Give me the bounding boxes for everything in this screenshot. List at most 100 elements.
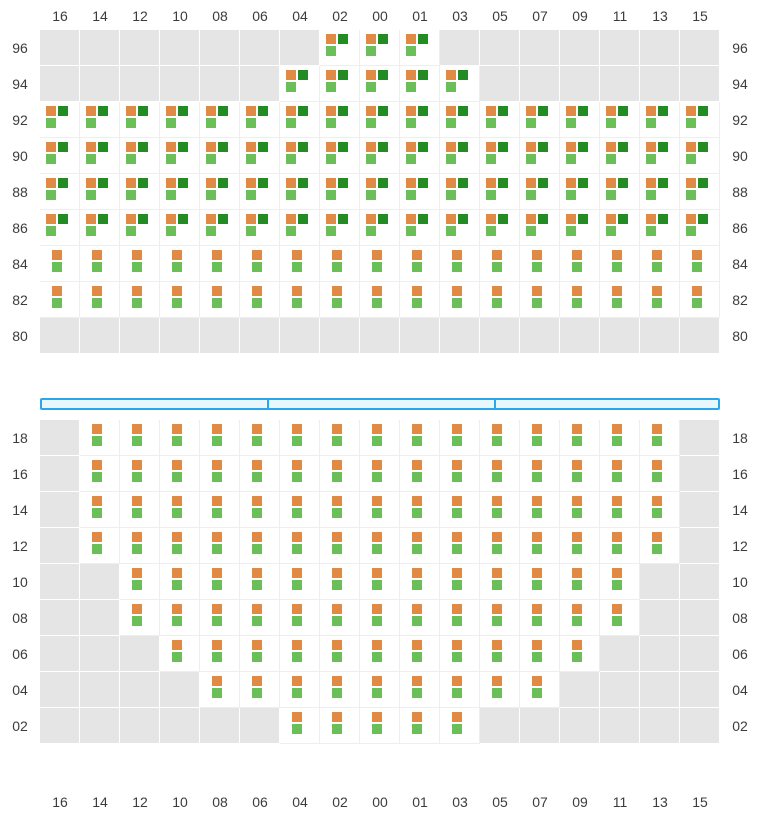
seat-cell[interactable] <box>280 636 320 672</box>
seat-cell[interactable] <box>600 600 640 636</box>
seat-cell[interactable] <box>200 246 240 282</box>
seat-cell[interactable] <box>560 246 600 282</box>
seat-cell[interactable] <box>240 456 280 492</box>
seat-cell[interactable] <box>520 420 560 456</box>
seat-cell[interactable] <box>400 66 440 102</box>
seat-cell[interactable] <box>200 174 240 210</box>
seat-cell[interactable] <box>400 102 440 138</box>
seat-cell[interactable] <box>480 456 520 492</box>
seat-cell[interactable] <box>480 600 520 636</box>
seat-cell[interactable] <box>240 492 280 528</box>
seat-cell[interactable] <box>280 672 320 708</box>
seat-cell[interactable] <box>480 492 520 528</box>
seat-cell[interactable] <box>320 246 360 282</box>
seat-cell[interactable] <box>120 282 160 318</box>
seat-cell[interactable] <box>320 30 360 66</box>
seat-cell[interactable] <box>640 174 680 210</box>
seat-cell[interactable] <box>600 210 640 246</box>
seat-cell[interactable] <box>280 456 320 492</box>
seat-cell[interactable] <box>360 456 400 492</box>
seat-cell[interactable] <box>400 138 440 174</box>
seat-cell[interactable] <box>360 492 400 528</box>
seat-cell[interactable] <box>600 282 640 318</box>
seat-cell[interactable] <box>40 246 80 282</box>
seat-cell[interactable] <box>520 492 560 528</box>
seat-cell[interactable] <box>400 672 440 708</box>
seat-cell[interactable] <box>600 492 640 528</box>
seat-cell[interactable] <box>120 564 160 600</box>
seat-cell[interactable] <box>480 564 520 600</box>
seat-cell[interactable] <box>240 672 280 708</box>
seat-cell[interactable] <box>80 102 120 138</box>
seat-cell[interactable] <box>600 456 640 492</box>
seat-cell[interactable] <box>560 282 600 318</box>
seat-cell[interactable] <box>320 210 360 246</box>
seat-cell[interactable] <box>320 174 360 210</box>
seat-cell[interactable] <box>440 564 480 600</box>
seat-cell[interactable] <box>280 528 320 564</box>
seat-cell[interactable] <box>440 282 480 318</box>
seat-cell[interactable] <box>120 138 160 174</box>
seat-cell[interactable] <box>160 420 200 456</box>
seat-cell[interactable] <box>40 174 80 210</box>
seat-cell[interactable] <box>560 456 600 492</box>
seat-cell[interactable] <box>400 456 440 492</box>
seat-cell[interactable] <box>360 528 400 564</box>
seat-cell[interactable] <box>280 708 320 744</box>
seat-cell[interactable] <box>40 210 80 246</box>
seat-cell[interactable] <box>240 528 280 564</box>
seat-cell[interactable] <box>480 210 520 246</box>
seat-cell[interactable] <box>560 138 600 174</box>
seat-cell[interactable] <box>400 528 440 564</box>
seat-cell[interactable] <box>480 282 520 318</box>
seat-cell[interactable] <box>440 600 480 636</box>
seat-cell[interactable] <box>400 636 440 672</box>
seat-cell[interactable] <box>640 246 680 282</box>
seat-cell[interactable] <box>640 210 680 246</box>
seat-cell[interactable] <box>240 246 280 282</box>
seat-cell[interactable] <box>520 672 560 708</box>
seat-cell[interactable] <box>520 636 560 672</box>
seat-cell[interactable] <box>320 636 360 672</box>
seat-cell[interactable] <box>160 282 200 318</box>
seat-cell[interactable] <box>480 636 520 672</box>
seat-cell[interactable] <box>120 174 160 210</box>
seat-cell[interactable] <box>360 420 400 456</box>
seat-cell[interactable] <box>360 708 400 744</box>
seat-cell[interactable] <box>200 420 240 456</box>
seat-cell[interactable] <box>320 672 360 708</box>
seat-cell[interactable] <box>240 138 280 174</box>
seat-cell[interactable] <box>280 66 320 102</box>
seat-cell[interactable] <box>320 138 360 174</box>
seat-cell[interactable] <box>200 600 240 636</box>
seat-cell[interactable] <box>40 102 80 138</box>
seat-cell[interactable] <box>80 492 120 528</box>
seat-cell[interactable] <box>280 492 320 528</box>
seat-cell[interactable] <box>520 564 560 600</box>
seat-cell[interactable] <box>680 138 720 174</box>
seat-cell[interactable] <box>320 528 360 564</box>
seat-cell[interactable] <box>600 174 640 210</box>
seat-cell[interactable] <box>120 528 160 564</box>
seat-cell[interactable] <box>120 420 160 456</box>
seat-cell[interactable] <box>240 210 280 246</box>
seat-cell[interactable] <box>160 528 200 564</box>
seat-cell[interactable] <box>400 30 440 66</box>
seat-cell[interactable] <box>480 420 520 456</box>
seat-cell[interactable] <box>400 282 440 318</box>
seat-cell[interactable] <box>600 138 640 174</box>
seat-cell[interactable] <box>120 492 160 528</box>
seat-cell[interactable] <box>480 246 520 282</box>
seat-cell[interactable] <box>80 174 120 210</box>
seat-cell[interactable] <box>600 420 640 456</box>
seat-cell[interactable] <box>400 564 440 600</box>
seat-cell[interactable] <box>680 282 720 318</box>
seat-cell[interactable] <box>280 282 320 318</box>
seat-cell[interactable] <box>240 282 280 318</box>
seat-cell[interactable] <box>200 282 240 318</box>
seat-cell[interactable] <box>400 174 440 210</box>
seat-cell[interactable] <box>520 138 560 174</box>
seat-cell[interactable] <box>440 708 480 744</box>
seat-cell[interactable] <box>120 246 160 282</box>
seat-cell[interactable] <box>440 138 480 174</box>
